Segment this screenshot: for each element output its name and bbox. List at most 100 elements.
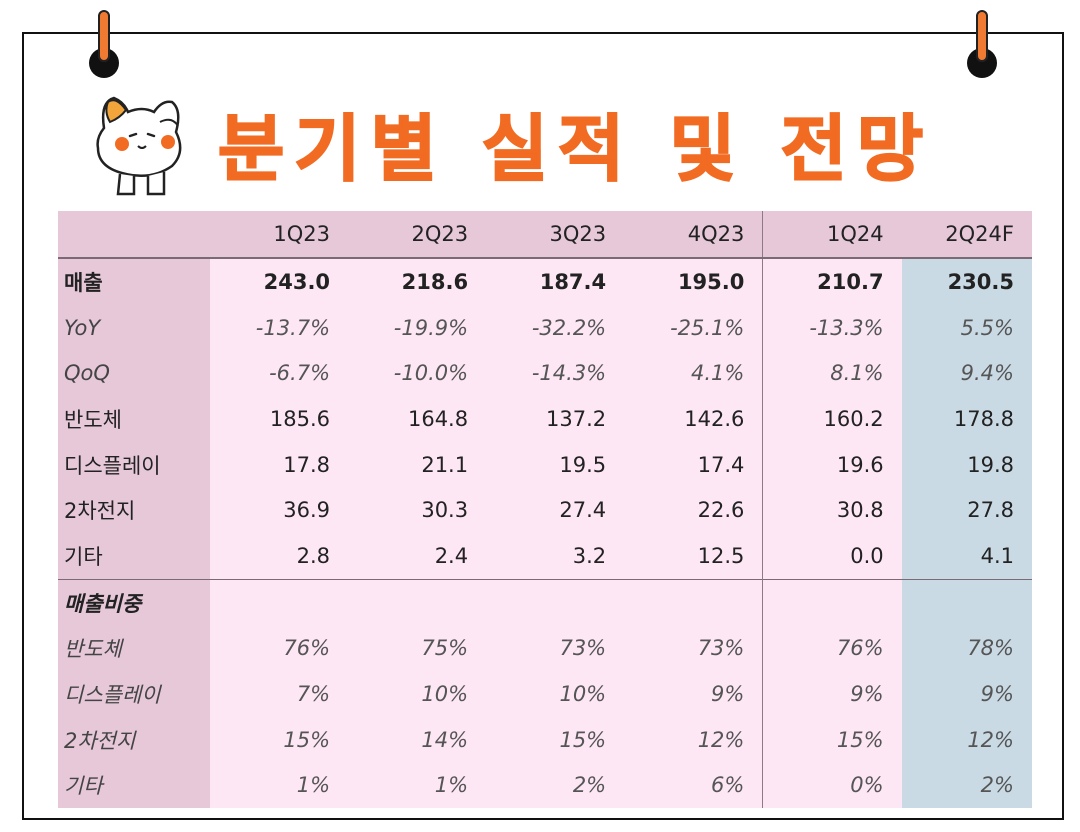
table-cell: 160.2: [762, 396, 902, 442]
table-cell: 230.5: [901, 258, 1032, 305]
cat-mascot-icon: [96, 96, 182, 196]
table-cell: 76%: [762, 625, 902, 672]
table-row: 2차전지 15% 14% 15% 12% 15% 12%: [58, 716, 1032, 763]
row-label: 디스플레이: [58, 671, 210, 717]
table-cell: 137.2: [486, 396, 625, 442]
table-cell: 4.1%: [624, 350, 763, 397]
table-cell: 6%: [624, 762, 763, 809]
table-cell: 17.4: [624, 441, 763, 488]
table-cell: 75%: [348, 625, 487, 672]
table-cell: 164.8: [348, 396, 487, 442]
table-cell: [762, 578, 902, 626]
table-cell: -10.0%: [348, 350, 487, 397]
table-row: YoY -13.7% -19.9% -32.2% -25.1% -13.3% 5.5%: [58, 304, 1032, 351]
table-cell: 30.3: [348, 487, 487, 534]
row-label: 디스플레이: [58, 441, 210, 488]
table-cell: 15%: [486, 716, 625, 763]
table-cell: 210.7: [762, 258, 902, 305]
table-cell: 22.6: [624, 487, 763, 534]
row-label: 반도체: [58, 396, 210, 442]
table-cell: -14.3%: [486, 350, 625, 397]
table-cell: -6.7%: [210, 350, 349, 397]
column-header: 4Q23: [624, 211, 763, 259]
table-row: 기타 1% 1% 2% 6% 0% 2%: [58, 762, 1032, 809]
table-cell: [486, 578, 625, 626]
column-header: 1Q23: [210, 211, 349, 259]
row-label: QoQ: [58, 350, 210, 397]
table-cell: 19.5: [486, 441, 625, 488]
table-cell: 9.4%: [901, 350, 1032, 397]
table-cell: -13.3%: [762, 304, 902, 351]
table-row: 디스플레이 17.8 21.1 19.5 17.4 19.6 19.8: [58, 441, 1032, 488]
row-label: 반도체: [58, 625, 210, 672]
row-label: 매출비중: [58, 578, 210, 626]
table-cell: [210, 578, 349, 626]
table-cell: 243.0: [210, 258, 349, 305]
table-cell: 2%: [486, 762, 625, 809]
table-cell: -19.9%: [348, 304, 487, 351]
table-cell: 8.1%: [762, 350, 902, 397]
table-cell: 187.4: [486, 258, 625, 305]
table-cell: 73%: [486, 625, 625, 672]
table-cell: -32.2%: [486, 304, 625, 351]
table-cell: 17.8: [210, 441, 349, 488]
table-row: 기타 2.8 2.4 3.2 12.5 0.0 4.1: [58, 533, 1032, 580]
table-cell: 27.4: [486, 487, 625, 534]
table-cell: 12%: [901, 716, 1032, 763]
table-cell: 195.0: [624, 258, 763, 305]
table-row: 디스플레이 7% 10% 10% 9% 9% 9%: [58, 671, 1032, 717]
table-cell: 14%: [348, 716, 487, 763]
table-cell: 4.1: [901, 533, 1032, 580]
table-cell: 21.1: [348, 441, 487, 488]
table-cell: 178.8: [901, 396, 1032, 442]
table-cell: 1%: [348, 762, 487, 809]
table-cell: 36.9: [210, 487, 349, 534]
row-label: 2차전지: [58, 487, 210, 534]
table-cell: -13.7%: [210, 304, 349, 351]
table-cell: 218.6: [348, 258, 487, 305]
table-cell: 15%: [210, 716, 349, 763]
quarterly-performance-table: 1Q23 2Q23 3Q23 4Q23 1Q24 2Q24F 매출 243.0 21…: [58, 211, 1032, 809]
table-cell: 78%: [901, 625, 1032, 672]
column-header: 2Q23: [348, 211, 487, 259]
table-cell: 10%: [348, 671, 487, 717]
table-cell: 2.8: [210, 533, 349, 580]
table-cell: 1%: [210, 762, 349, 809]
table-cell: 76%: [210, 625, 349, 672]
table-cell: [624, 578, 763, 626]
row-label: 기타: [58, 533, 210, 580]
table-cell: 2.4: [348, 533, 487, 580]
table-cell: 10%: [486, 671, 625, 717]
table-cell: 19.6: [762, 441, 902, 488]
table-cell: 15%: [762, 716, 902, 763]
table-row: QoQ -6.7% -10.0% -14.3% 4.1% 8.1% 9.4%: [58, 350, 1032, 397]
table-cell: -25.1%: [624, 304, 763, 351]
table-header-row: 1Q23 2Q23 3Q23 4Q23 1Q24 2Q24F: [58, 211, 1032, 259]
table-cell: 12%: [624, 716, 763, 763]
table-cell: 12.5: [624, 533, 763, 580]
table-cell: 185.6: [210, 396, 349, 442]
column-header: 3Q23: [486, 211, 625, 259]
table-row: 매출비중: [58, 578, 1032, 626]
table-cell: 73%: [624, 625, 763, 672]
table-cell: 2%: [901, 762, 1032, 809]
table-row: 반도체 76% 75% 73% 73% 76% 78%: [58, 625, 1032, 672]
column-header: 2Q24F: [901, 211, 1032, 259]
table-cell: [901, 578, 1032, 626]
table-cell: 7%: [210, 671, 349, 717]
table-cell: 5.5%: [901, 304, 1032, 351]
row-label: 매출: [58, 258, 210, 305]
page-title: 분기별 실적 및 전망: [217, 106, 934, 192]
table-row: 매출 243.0 218.6 187.4 195.0 210.7 230.5: [58, 258, 1032, 305]
table-cell: 0%: [762, 762, 902, 809]
header-label-cell: [58, 211, 210, 259]
table-cell: 9%: [762, 671, 902, 717]
table-cell: 30.8: [762, 487, 902, 534]
table-row: 2차전지 36.9 30.3 27.4 22.6 30.8 27.8: [58, 487, 1032, 534]
table-cell: 142.6: [624, 396, 763, 442]
table-cell: [348, 578, 487, 626]
row-label: 2차전지: [58, 716, 210, 763]
table-cell: 27.8: [901, 487, 1032, 534]
row-label: YoY: [58, 304, 210, 351]
row-label: 기타: [58, 762, 210, 809]
